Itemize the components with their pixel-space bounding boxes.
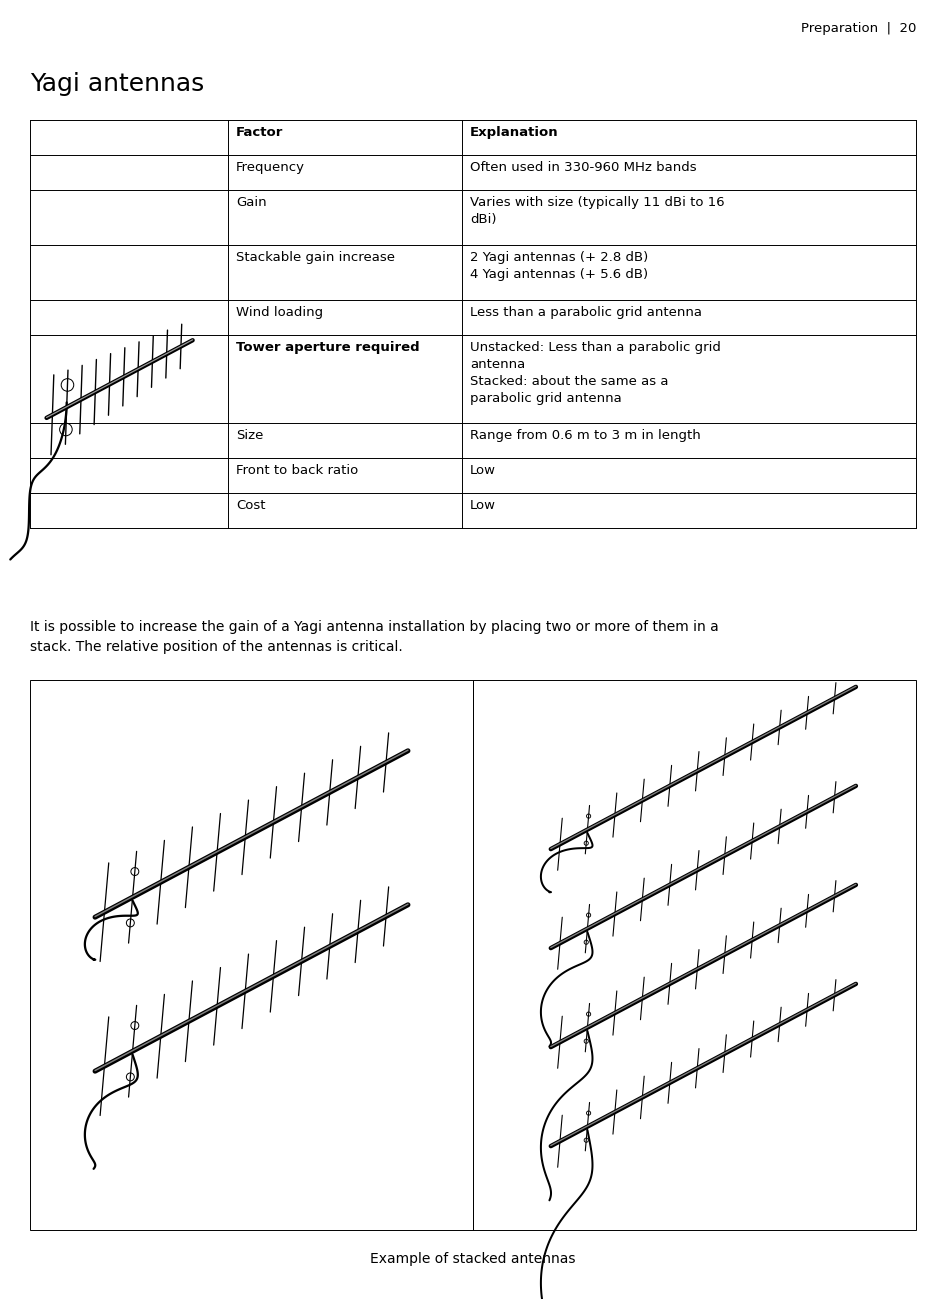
Text: Tower aperture required: Tower aperture required [236,342,420,355]
Text: Unstacked: Less than a parabolic grid
antenna
Stacked: about the same as a
parab: Unstacked: Less than a parabolic grid an… [470,342,721,405]
Text: Cost: Cost [236,499,266,512]
Text: Explanation: Explanation [470,126,559,139]
Text: Size: Size [236,429,263,442]
Bar [473,679,916,1230]
Text: Yagi antennas: Yagi antennas [30,71,204,96]
Text: 2 Yagi antennas (+ 2.8 dB)
4 Yagi antennas (+ 5.6 dB): 2 Yagi antennas (+ 2.8 dB) 4 Yagi antenn… [470,251,648,281]
Text: Example of stacked antennas: Example of stacked antennas [370,1252,576,1267]
Bar [30,679,473,1230]
Text: Varies with size (typically 11 dBi to 16
dBi): Varies with size (typically 11 dBi to 16… [470,196,725,226]
Text: Often used in 330-960 MHz bands: Often used in 330-960 MHz bands [470,161,696,174]
Text: Low: Low [470,464,496,477]
Text: Gain: Gain [236,196,267,209]
Text: Front to back ratio: Front to back ratio [236,464,359,477]
Text: Stackable gain increase: Stackable gain increase [236,251,395,264]
Text: Preparation  |  20: Preparation | 20 [800,22,916,35]
Text: Range from 0.6 m to 3 m in length: Range from 0.6 m to 3 m in length [470,429,701,442]
Text: Wind loading: Wind loading [236,307,324,320]
Text: Less than a parabolic grid antenna: Less than a parabolic grid antenna [470,307,702,320]
Text: Low: Low [470,499,496,512]
Text: Frequency: Frequency [236,161,305,174]
Text: It is possible to increase the gain of a Yagi antenna installation by placing tw: It is possible to increase the gain of a… [30,620,719,653]
Text: Factor: Factor [236,126,284,139]
